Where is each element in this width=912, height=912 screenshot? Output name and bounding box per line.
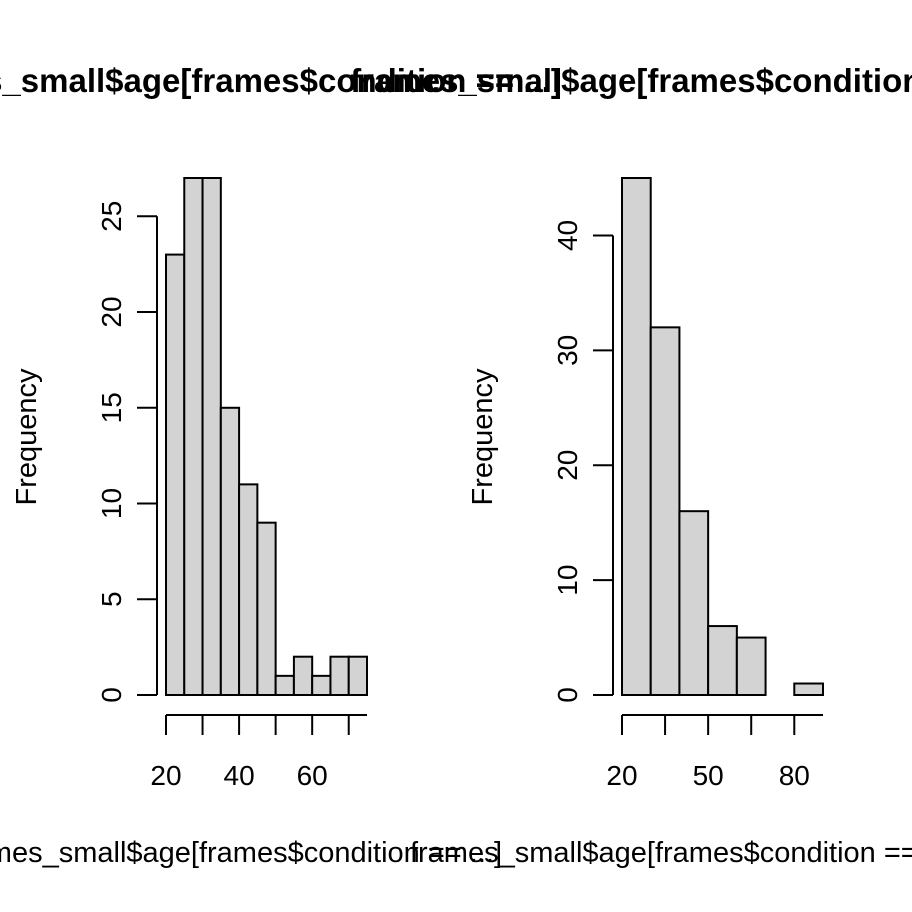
histogram-bar: [256, 521, 277, 697]
y-tick-label: 0: [552, 687, 583, 703]
bar-group: [165, 177, 368, 697]
y-tick-label: 30: [552, 335, 583, 366]
histogram-bar: [238, 483, 259, 696]
y-tick-label: 25: [96, 201, 127, 232]
histogram-bar: [678, 510, 710, 696]
x-axis-label: frames_small$age[frames$condition == ...…: [0, 837, 502, 869]
histogram-bar: [183, 177, 204, 696]
histogram-bar: [201, 177, 222, 696]
histogram-panel-left: frames_small$age[frames$condition == ...…: [0, 62, 562, 869]
histogram-bar: [707, 625, 738, 696]
panel-title: frames_small$age[frames$condition == ...…: [350, 62, 912, 99]
y-tick-label: 5: [96, 591, 127, 607]
histogram-bar: [649, 326, 681, 696]
y-tick-label: 0: [96, 687, 127, 703]
y-tick-label: 20: [552, 450, 583, 481]
histogram-bar: [165, 253, 186, 696]
histogram-bar: [793, 682, 824, 696]
y-tick-label: 15: [96, 392, 127, 423]
x-tick-label: 40: [224, 760, 255, 791]
histogram-panel-right: frames_small$age[frames$condition == ...…: [350, 62, 912, 869]
histogram-bar: [347, 655, 368, 696]
histogram-bar: [292, 655, 314, 696]
y-axis: 0 5 10 15 20 25: [96, 201, 158, 703]
x-tick-label: 80: [779, 760, 810, 791]
bar-group: [621, 177, 824, 696]
x-axis: 20 50 80: [606, 714, 823, 791]
x-axis-label: frames_small$age[frames$condition == ...…: [410, 837, 912, 869]
histogram-bar: [219, 406, 241, 696]
y-tick-label: 10: [552, 565, 583, 596]
y-axis: 0 10 20 30 40: [552, 220, 614, 703]
histogram-bar: [311, 674, 332, 697]
y-axis-label: Frequency: [467, 368, 499, 506]
histogram-bar: [274, 674, 295, 697]
x-tick-label: 20: [606, 760, 637, 791]
histogram-bar: [329, 655, 350, 696]
histogram-bar: [621, 177, 652, 696]
histogram-bar: [735, 636, 767, 696]
y-axis-label: Frequency: [11, 368, 43, 506]
panel-title: frames_small$age[frames$condition == ...…: [0, 62, 562, 99]
x-tick-label: 20: [150, 760, 181, 791]
x-axis: 20 40 60: [150, 714, 367, 791]
y-tick-label: 20: [96, 296, 127, 327]
y-tick-label: 40: [552, 220, 583, 251]
x-tick-label: 60: [297, 760, 328, 791]
x-tick-label: 50: [693, 760, 724, 791]
y-tick-label: 10: [96, 488, 127, 519]
